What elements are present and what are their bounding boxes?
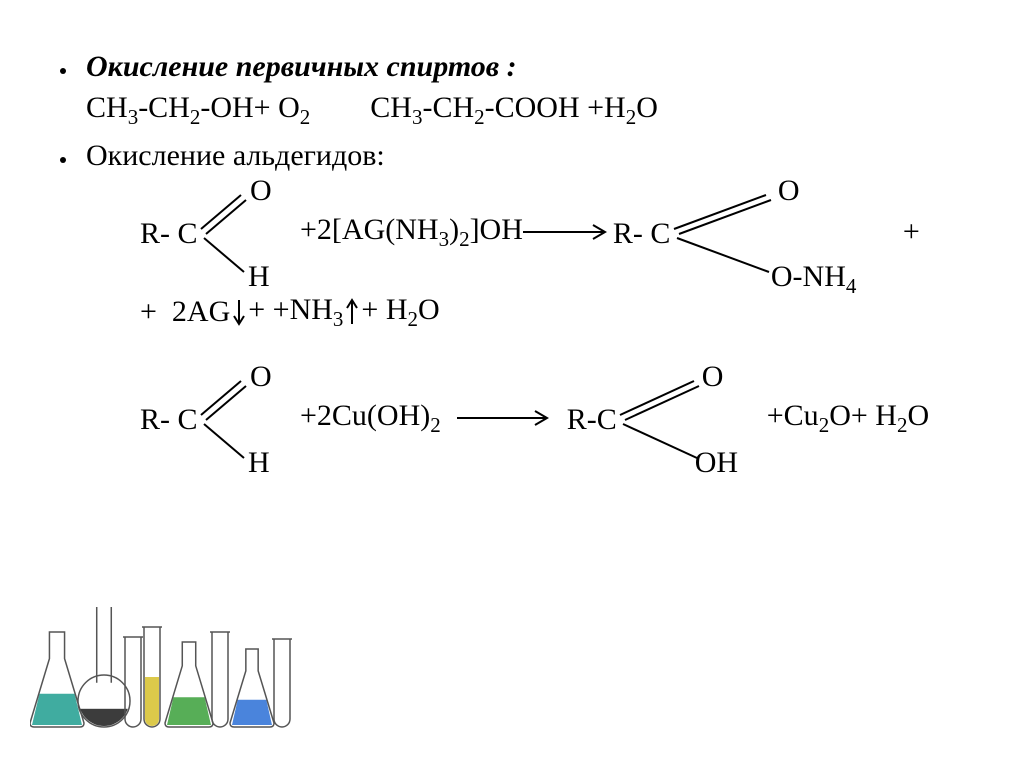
section1-heading: Окисление первичных спиртов :	[86, 50, 517, 84]
rxn1-right-group: R- C О О-NН4	[613, 182, 813, 282]
rxn1-right-bot: О-NН4	[771, 260, 857, 299]
arrow-icon	[457, 408, 557, 428]
section2-heading-row: Окисление альдегидов:	[60, 139, 964, 173]
rxn1-reagent: +2[АG(NН3)2]ОН	[300, 213, 523, 252]
rxn2-right-group: R-C О ОН	[567, 368, 717, 468]
rxn1-left-label: R- C	[140, 217, 198, 251]
arrow-icon	[523, 222, 613, 242]
rxn2-right-label: R-C	[567, 403, 617, 437]
rxn2-reagent: +2Cu(ОН)2	[300, 399, 441, 438]
rxn1-right-label: R- C	[613, 217, 671, 251]
rxn2-right-bot: ОН	[695, 446, 738, 480]
glassware-illustration	[30, 592, 310, 732]
section1-equation: СН3-СН2-ОН+ О2 СН3-СН2-СООН +Н2О	[86, 88, 964, 131]
down-arrow-icon	[232, 298, 246, 326]
bullet-icon	[60, 157, 66, 163]
rxn2-left-label: R- C	[140, 403, 198, 437]
rxn1-plus: +	[903, 215, 920, 249]
reaction2: R- C О Н +2Cu(ОН)2 R-C	[140, 363, 964, 473]
section2-heading: Окисление альдегидов:	[86, 139, 385, 173]
rxn2-left-bot: Н	[248, 446, 270, 480]
rxn1-left-bot: Н	[248, 260, 270, 294]
bullet-icon	[60, 68, 66, 74]
rxn1-right-top: О	[778, 174, 800, 208]
eq1-left: СН3-СН2-ОН+ О2	[86, 91, 310, 124]
rxn1-left-group: R- C О Н	[140, 182, 270, 282]
rxn2-products: +Cu2О+ Н2О	[767, 399, 929, 438]
rxn2-right-top: О	[702, 360, 724, 394]
rxn1-left-top: О	[250, 174, 272, 208]
rxn2-left-group: R- C О Н	[140, 368, 270, 468]
reaction1: R- C О Н +2[АG(NН3)2]ОН R- C	[140, 177, 964, 333]
section1-heading-row: Окисление первичных спиртов :	[60, 50, 964, 84]
up-arrow-icon	[345, 298, 359, 326]
eq1-right: СН3-СН2-СООН +Н2О	[370, 91, 658, 124]
rxn2-left-top: О	[250, 360, 272, 394]
